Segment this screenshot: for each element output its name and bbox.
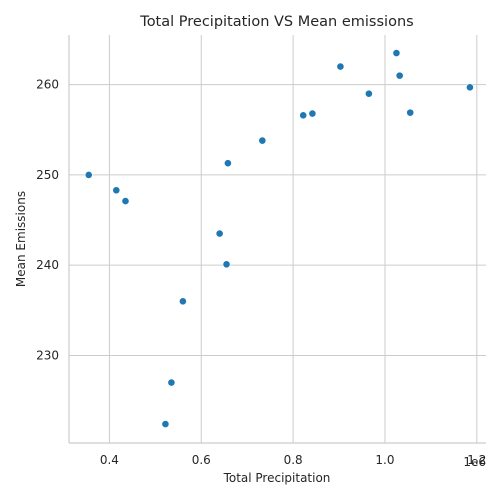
x-tick-label: 0.6 bbox=[192, 453, 211, 467]
data-point bbox=[112, 186, 121, 195]
data-point bbox=[84, 171, 93, 179]
y-tick-label: 250 bbox=[36, 168, 59, 182]
data-point bbox=[215, 229, 224, 238]
data-point bbox=[224, 159, 232, 168]
x-tick-label: 0.8 bbox=[284, 453, 303, 467]
x-tick-label: 1.2 bbox=[467, 453, 486, 467]
y-tick-label: 230 bbox=[36, 348, 59, 362]
chart-title: Total Precipitation VS Mean emissions bbox=[139, 14, 413, 30]
data-point bbox=[308, 109, 317, 118]
data-point bbox=[121, 197, 130, 205]
data-point bbox=[392, 49, 401, 57]
x-offset-label: 1e6 bbox=[463, 455, 486, 469]
y-tick-label: 260 bbox=[36, 78, 59, 92]
x-tick-label: 0.4 bbox=[100, 453, 119, 467]
data-point bbox=[299, 111, 308, 120]
data-points bbox=[84, 49, 474, 428]
x-tick-label: 1.0 bbox=[375, 453, 394, 467]
y-tick-label: 240 bbox=[36, 258, 59, 272]
data-point bbox=[364, 89, 373, 98]
data-point bbox=[222, 260, 231, 269]
x-tick-labels: 0.4 0.6 0.8 1.0 1.2 bbox=[100, 453, 486, 467]
data-point bbox=[406, 108, 415, 117]
grid bbox=[69, 35, 486, 443]
data-point bbox=[258, 136, 267, 145]
y-tick-labels: 230 240 250 260 bbox=[36, 78, 59, 363]
data-point bbox=[167, 378, 176, 387]
data-point bbox=[395, 71, 404, 80]
y-axis-label: Mean Emissions bbox=[14, 191, 28, 287]
data-point bbox=[161, 420, 170, 428]
data-point bbox=[336, 62, 345, 71]
x-axis-label: Total Precipitation bbox=[223, 471, 331, 485]
data-point bbox=[466, 83, 474, 92]
data-point bbox=[178, 297, 187, 306]
